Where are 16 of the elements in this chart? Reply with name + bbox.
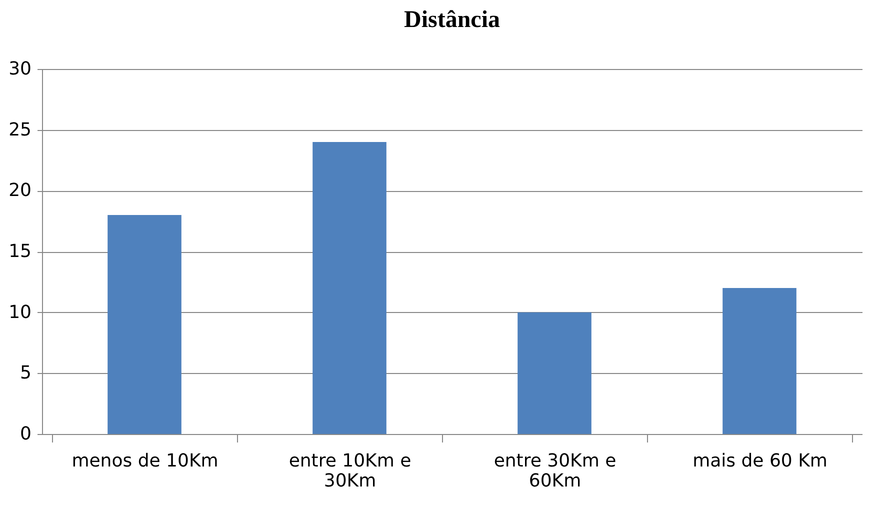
bar [518,312,592,434]
y-tick-label: 10 [8,302,32,323]
y-tick-label: 20 [8,180,32,202]
y-tick-label: 25 [8,119,32,140]
y-tick-label: 30 [8,58,32,80]
chart-title: Distância [404,7,500,33]
bar [312,142,386,434]
x-tick-label: mais de 60 Km [692,450,828,472]
bar [108,215,182,434]
x-tick-label: entre 10Km e 30Km [288,450,412,492]
x-tick-label: menos de 10Km [72,450,218,472]
x-tick-label: entre 30Km e 60Km [494,450,616,492]
bar [722,288,796,434]
y-tick-label: 0 [20,424,32,444]
y-tick-label: 15 [8,241,32,262]
y-tick-label: 5 [20,362,32,384]
